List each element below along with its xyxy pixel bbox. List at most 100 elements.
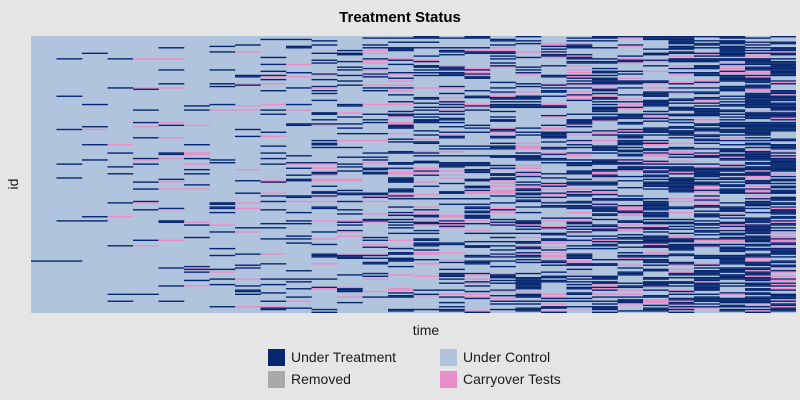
heatmap-cell-treated: [694, 175, 720, 178]
heatmap-cell-carryover: [286, 109, 312, 111]
heatmap-cell-treated: [439, 47, 465, 49]
heatmap-cell-treated: [311, 243, 338, 246]
heatmap-cell-treated: [209, 83, 236, 85]
heatmap-cell-treated: [719, 131, 746, 133]
heatmap-cell-carryover: [668, 55, 695, 57]
heatmap-cell-carryover: [694, 146, 720, 149]
heatmap-cell-carryover: [541, 116, 567, 118]
heatmap-cell-treated: [643, 296, 669, 298]
heatmap-cell-treated: [719, 128, 746, 131]
heatmap-cell-treated: [388, 48, 414, 50]
heatmap-cell-treated: [388, 191, 414, 193]
heatmap-cell-treated: [388, 178, 414, 181]
heatmap-cell-carryover: [668, 92, 695, 95]
heatmap-cell-treated: [719, 113, 746, 115]
heatmap-cell-treated: [592, 130, 618, 132]
heatmap-cell-treated: [388, 260, 414, 262]
heatmap-cell-treated: [770, 303, 796, 305]
heatmap-cell-carryover: [770, 81, 796, 84]
heatmap-cell-treated: [643, 127, 669, 129]
heatmap-cell-treated: [56, 163, 83, 165]
heatmap-cell-treated: [770, 106, 796, 109]
heatmap-cell-carryover: [643, 286, 669, 289]
heatmap-cell-treated: [770, 289, 796, 291]
heatmap-cell-treated: [541, 55, 567, 57]
heatmap-cell-carryover: [668, 236, 695, 239]
heatmap-cell-treated: [694, 299, 720, 301]
heatmap-cell-treated: [490, 91, 516, 93]
heatmap-cell-carryover: [286, 76, 312, 78]
heatmap-cell-carryover: [745, 175, 771, 178]
heatmap-cell-treated: [439, 243, 465, 246]
heatmap-cell-treated: [643, 214, 669, 217]
heatmap-cell-treated: [745, 283, 771, 286]
heatmap-cell-treated: [209, 162, 236, 164]
heatmap-cell-carryover: [770, 173, 796, 175]
heatmap-cell-treated: [388, 253, 414, 255]
heatmap-cell-carryover: [694, 239, 720, 241]
heatmap-cell-treated: [745, 159, 771, 161]
heatmap-cell-carryover: [592, 204, 618, 207]
heatmap-cell-treated: [464, 162, 491, 164]
heatmap-cell-treated: [566, 131, 593, 133]
heatmap-cell-carryover: [694, 132, 720, 135]
heatmap-cell-treated: [362, 220, 389, 222]
heatmap-cell-carryover: [388, 132, 414, 135]
heatmap-cell-treated: [694, 155, 720, 157]
heatmap-cell-treated: [158, 178, 185, 181]
heatmap-cell-treated: [770, 98, 796, 100]
heatmap-cell-treated: [388, 198, 414, 200]
heatmap-cell-treated: [184, 157, 210, 160]
heatmap-cell-treated: [337, 127, 363, 129]
heatmap-cell-carryover: [413, 263, 440, 265]
heatmap-cell-carryover: [617, 257, 644, 259]
heatmap-cell-treated: [668, 113, 695, 115]
heatmap-cell-treated: [413, 65, 440, 67]
heatmap-cell-treated: [643, 228, 669, 230]
heatmap-cell-treated: [490, 65, 516, 67]
heatmap-cell-carryover: [311, 180, 338, 182]
heatmap-cell-treated: [617, 101, 644, 103]
heatmap-cell-treated: [745, 229, 771, 232]
heatmap-cell-treated: [694, 178, 720, 181]
heatmap-cell-treated: [337, 84, 363, 86]
heatmap-cell-treated: [668, 247, 695, 250]
heatmap-cell-treated: [770, 185, 796, 187]
heatmap-cell-treated: [541, 148, 567, 150]
heatmap-cell-treated: [133, 188, 159, 190]
heatmap-cell-treated: [745, 300, 771, 302]
heatmap-cell-treated: [745, 293, 771, 295]
heatmap-cell-treated: [158, 267, 185, 269]
heatmap-cell-treated: [566, 204, 593, 207]
heatmap-cell-treated: [668, 276, 695, 279]
heatmap-cell-treated: [490, 167, 516, 169]
heatmap-cell-treated: [260, 74, 287, 77]
heatmap-cell-treated: [770, 92, 796, 95]
heatmap-cell-treated: [745, 106, 771, 109]
heatmap-cell-treated: [439, 106, 465, 109]
heatmap-cell-carryover: [566, 98, 593, 100]
heatmap-cell-treated: [770, 196, 796, 199]
heatmap-cell-treated: [311, 256, 338, 258]
heatmap-cell-treated: [592, 101, 618, 103]
heatmap-cell-treated: [439, 148, 465, 150]
heatmap-cell-carryover: [260, 192, 287, 194]
heatmap-cell-treated: [770, 52, 796, 55]
heatmap-cell-treated: [541, 196, 567, 199]
heatmap-cell-treated: [464, 217, 491, 219]
heatmap-cell-carryover: [770, 299, 796, 301]
heatmap-cell-treated: [694, 138, 720, 140]
heatmap-cell-treated: [694, 73, 720, 75]
heatmap-cell-treated: [439, 117, 465, 120]
heatmap-cell-treated: [745, 218, 771, 221]
heatmap-cell-treated: [770, 83, 796, 85]
heatmap-cell-treated: [541, 54, 567, 56]
heatmap-cell-treated: [107, 58, 134, 60]
heatmap-cell-carryover: [745, 149, 771, 151]
heatmap-cell-treated: [260, 157, 287, 160]
heatmap-cell-treated: [158, 124, 185, 127]
heatmap-cell-treated: [592, 109, 618, 111]
heatmap-cell-treated: [286, 211, 312, 214]
heatmap-cell-treated: [719, 98, 746, 100]
heatmap-cell-treated: [311, 173, 338, 175]
